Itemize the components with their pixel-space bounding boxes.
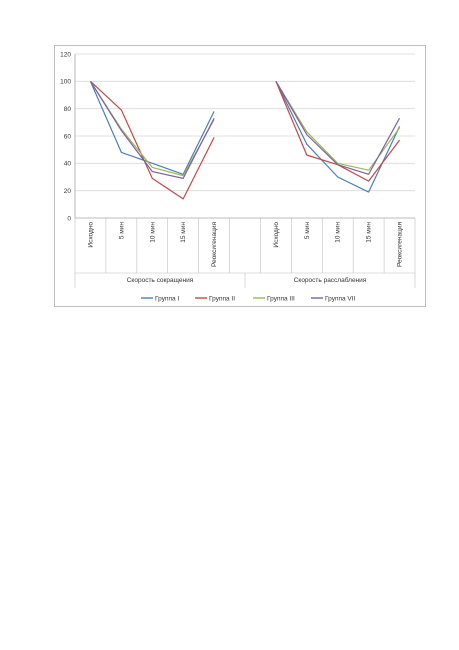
- y-tick-label: 0: [67, 215, 71, 222]
- series-line: [275, 81, 401, 193]
- y-tick-label: 80: [64, 106, 72, 113]
- category-label: 5 мин: [118, 222, 125, 240]
- series-line: [89, 81, 215, 175]
- category-labels: Исходно 5 мин 10 мин 15 мин Реоксигенация Ско…: [87, 222, 403, 284]
- legend-label: Группа I: [155, 295, 179, 302]
- y-tick-label: 40: [64, 161, 72, 168]
- series-line: [89, 81, 215, 179]
- y-tick-label: 20: [64, 188, 72, 195]
- y-tick-label: 60: [64, 133, 72, 140]
- y-tick-labels: 0 20 40 60 80 100 120: [60, 51, 71, 222]
- category-label: 5 мин: [304, 222, 311, 240]
- line-chart: 0 20 40 60 80 100 120 Исходно 5 мин 10 мин 15 мин…: [60, 51, 416, 302]
- series-line: [89, 81, 215, 177]
- series-line: [275, 81, 401, 175]
- legend-label: Группа III: [267, 295, 295, 302]
- axes: [74, 54, 416, 288]
- category-label: 15 мин: [180, 222, 187, 243]
- category-label: Реоксигенация: [211, 222, 218, 267]
- category-label: 10 мин: [335, 222, 342, 243]
- group-label: Скорость расслабления: [294, 276, 367, 284]
- grid-lines: [75, 53, 415, 192]
- legend: Группа I Группа II Группа III Группа VII: [141, 295, 356, 302]
- category-label: 10 мин: [149, 222, 156, 243]
- legend-label: Группа VII: [325, 295, 356, 302]
- group-label: Скорость сокращения: [127, 277, 194, 284]
- series-lines: [89, 80, 401, 200]
- category-label: Исходно: [273, 222, 280, 248]
- category-label: Исходно: [87, 222, 94, 248]
- chart-container: 0 20 40 60 80 100 120 Исходно 5 мин 10 мин 15 мин…: [54, 45, 426, 307]
- y-tick-label: 100: [60, 79, 71, 86]
- legend-label: Группа II: [209, 295, 235, 302]
- series-line: [90, 80, 215, 200]
- y-tick-label: 120: [60, 51, 71, 58]
- category-label: 15 мин: [366, 222, 373, 243]
- category-label: Реоксигенация: [397, 222, 404, 267]
